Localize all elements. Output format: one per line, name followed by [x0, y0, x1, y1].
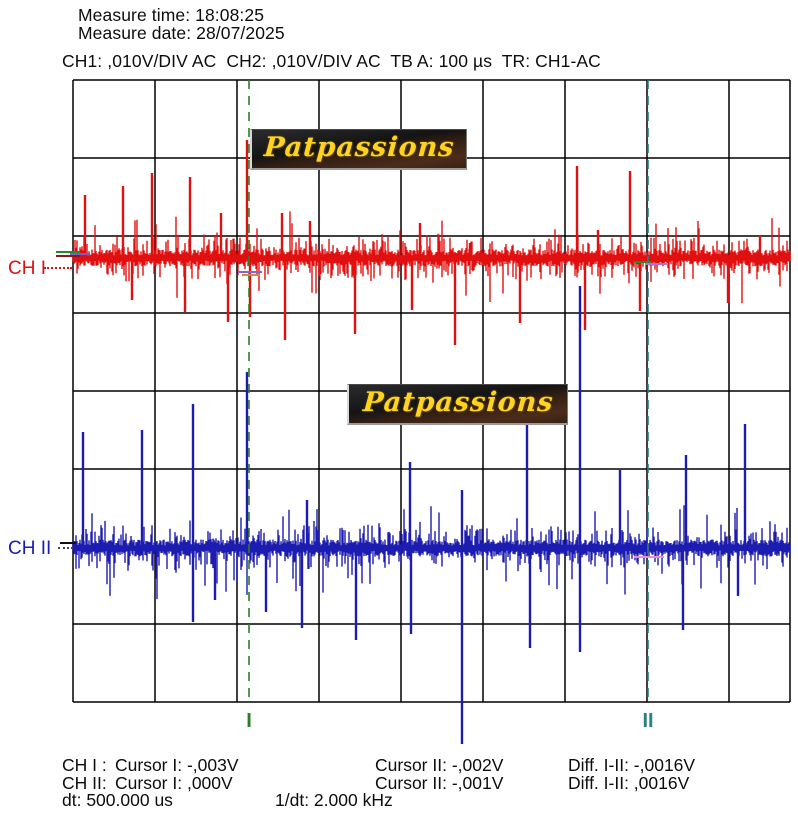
ch1-trace-spikes: [83, 140, 762, 345]
watermark-text: Patpassions: [262, 132, 456, 163]
readout-ch1-diff: Diff. I-II: -,0016V: [568, 755, 696, 775]
ch1-label: CH I: [8, 258, 46, 279]
ch2-trace-noise: [72, 505, 791, 600]
channel-settings-label: CH1: ,010V/DIV AC CH2: ,010V/DIV AC TB A…: [62, 51, 601, 71]
readout-ch1-cursor2: Cursor II: -,002V: [375, 755, 504, 775]
watermark-text: Patpassions: [361, 387, 555, 418]
readout-ch1-cursor1: Cursor I: -,003V: [115, 755, 239, 775]
ch2-leader-dots: [58, 547, 73, 549]
watermark-banner-top: Patpassions: [250, 129, 467, 170]
readout-ch2-diff: Diff. I-II: ,0016V: [568, 772, 690, 793]
measure-date-label: Measure date: 28/07/2025: [78, 23, 285, 43]
readout-ch2-cursor2: Cursor II: -,001V: [375, 772, 504, 793]
ch1-trace-noise: [72, 211, 791, 304]
readout-dt: dt: 500.000 us: [62, 790, 173, 810]
readout-ch2-cursor1: Cursor I: ,000V: [115, 772, 233, 793]
readout-ch2-name: CH II:: [62, 772, 112, 793]
readout-ch1-name: CH I :: [62, 755, 112, 775]
ch2-trace-spikes: [81, 286, 747, 744]
ch2-label: CH II: [8, 538, 52, 559]
cursor-2-label: II: [642, 710, 654, 732]
cursor-1-label: I: [246, 710, 252, 732]
ch1-leader-dots: [44, 267, 72, 269]
level-markers: [56, 251, 668, 558]
watermark-banner-bottom: Patpassions: [347, 384, 568, 425]
measure-time-label: Measure time: 18:08:25: [78, 5, 265, 25]
readout-inv-dt: 1/dt: 2.000 kHz: [275, 790, 393, 810]
